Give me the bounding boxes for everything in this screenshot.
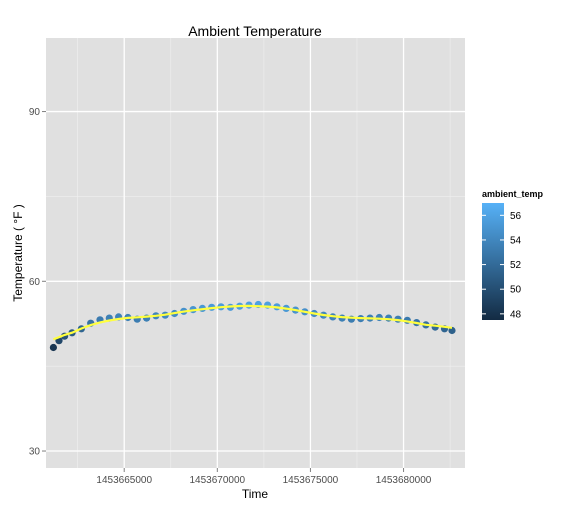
x-tick-label: 1453665000 — [96, 475, 152, 486]
legend-label: 52 — [510, 260, 522, 271]
legend-label: 54 — [510, 235, 522, 246]
y-tick-label: 90 — [29, 107, 41, 118]
data-points — [49, 300, 456, 352]
legend-color-bar — [482, 203, 504, 320]
legend-label: 48 — [510, 309, 522, 320]
legend-label: 56 — [510, 211, 522, 222]
x-tick-label: 1453675000 — [283, 475, 339, 486]
x-tick-label: 1453670000 — [190, 475, 246, 486]
minor-gridlines — [46, 38, 465, 468]
y-axis-title: Temperature ( °F ) — [11, 204, 25, 302]
major-gridlines — [46, 38, 465, 468]
legend-ticks: 48 50 52 54 56 — [482, 211, 522, 320]
y-tick-label: 60 — [29, 277, 41, 288]
data-point — [448, 326, 456, 335]
data-point — [49, 343, 58, 352]
legend-label: 50 — [510, 285, 522, 296]
plot-panel — [46, 38, 465, 468]
y-tick-label: 30 — [29, 447, 41, 458]
legend-title: ambient_temp — [482, 189, 544, 199]
smoothed-trend-line — [53, 304, 453, 341]
x-axis-title: Time — [242, 487, 269, 501]
data-point — [375, 313, 383, 322]
y-axis: 30 60 90 — [29, 107, 46, 458]
x-tick-label: 1453680000 — [376, 475, 432, 486]
chart-title: Ambient Temperature — [188, 23, 322, 39]
color-legend: ambient_temp 48 50 52 54 56 — [482, 189, 544, 320]
x-axis: 1453665000 1453670000 1453675000 1453680000 — [96, 468, 432, 486]
